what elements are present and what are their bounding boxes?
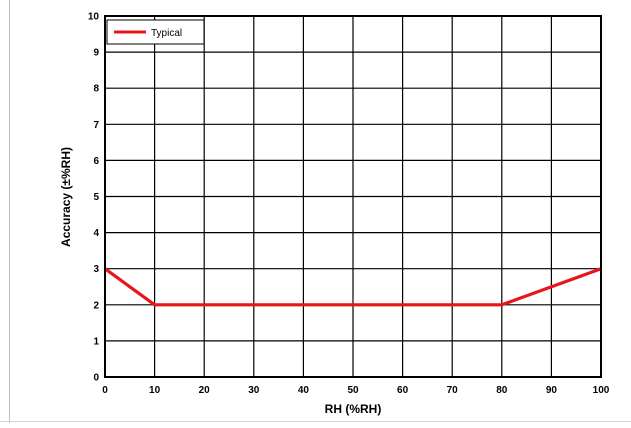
y-tick-label: 0 <box>93 373 99 384</box>
legend: Typical <box>107 20 204 44</box>
y-tick-label: 4 <box>93 228 99 239</box>
y-tick-labels: 0 1 2 3 4 5 6 7 8 9 10 <box>88 12 100 384</box>
x-tick-label: 30 <box>248 385 260 396</box>
y-axis-label: Accuracy (±%RH) <box>59 147 73 247</box>
x-tick-label: 80 <box>496 385 508 396</box>
y-tick-label: 6 <box>93 156 99 167</box>
y-tick-label: 7 <box>93 120 99 131</box>
y-tick-label: 9 <box>93 48 99 59</box>
legend-label-typical: Typical <box>151 28 182 39</box>
x-tick-label: 70 <box>447 385 459 396</box>
x-tick-label: 50 <box>347 385 359 396</box>
x-tick-label: 60 <box>397 385 409 396</box>
x-tick-label: 90 <box>546 385 558 396</box>
x-tick-label: 100 <box>593 385 610 396</box>
grid <box>105 16 601 377</box>
y-tick-label: 5 <box>93 192 99 203</box>
x-tick-label: 20 <box>199 385 211 396</box>
y-tick-label: 2 <box>93 300 99 311</box>
y-tick-label: 1 <box>93 336 99 347</box>
x-tick-label: 10 <box>149 385 161 396</box>
y-tick-label: 10 <box>88 12 100 23</box>
x-tick-label: 40 <box>298 385 310 396</box>
y-tick-label: 8 <box>93 84 99 95</box>
x-tick-labels: 0 10 20 30 40 50 60 70 80 90 100 <box>102 385 610 396</box>
x-tick-label: 0 <box>102 385 108 396</box>
x-axis-label: RH (%RH) <box>325 402 382 416</box>
y-tick-label: 3 <box>93 264 99 275</box>
